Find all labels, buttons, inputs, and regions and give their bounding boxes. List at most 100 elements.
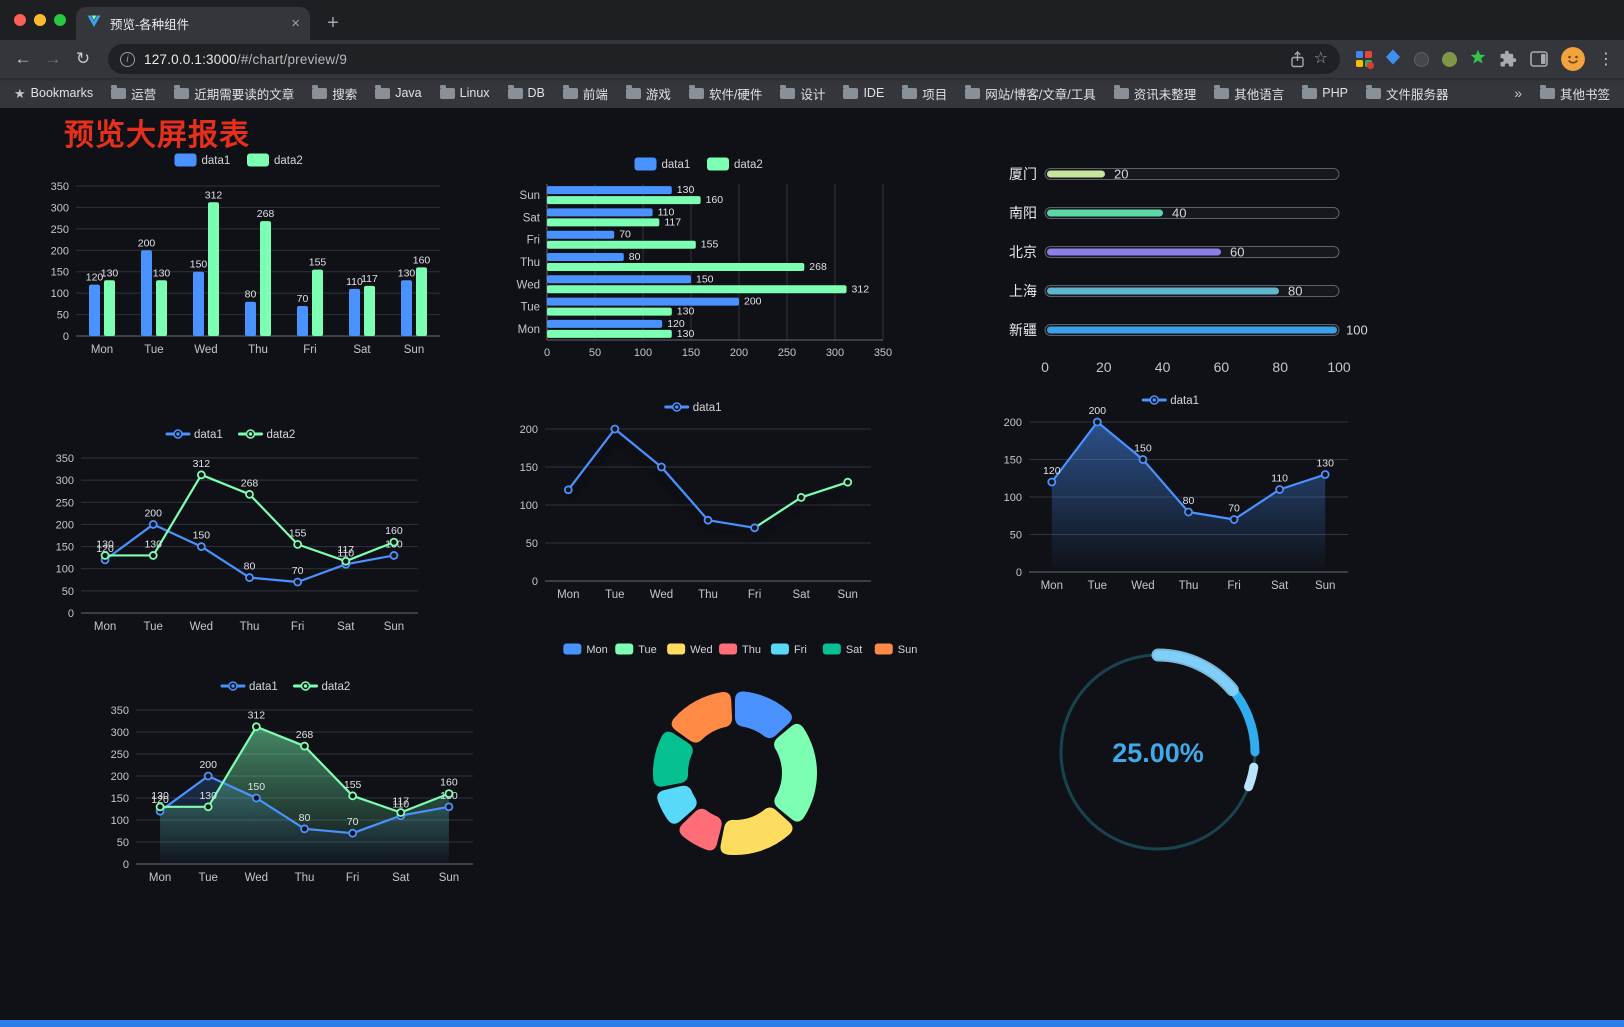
tab-strip: 预览-各种组件 × + — [0, 0, 1624, 40]
svg-text:Mon: Mon — [557, 589, 579, 601]
donut-chart[interactable]: Mon Tue Wed Thu Fri Sat Sun — [545, 635, 935, 875]
bookmark-folder-item[interactable]: 软件/硬件 — [688, 84, 762, 103]
extension-olive-circle-icon[interactable] — [1442, 51, 1457, 67]
new-tab-button[interactable]: + — [327, 11, 339, 34]
bookmark-label: PHP — [1322, 86, 1348, 100]
svg-text:150: 150 — [111, 793, 129, 805]
svg-text:Fri: Fri — [794, 644, 807, 656]
svg-text:60: 60 — [1214, 359, 1230, 375]
extension-drop-icon[interactable] — [1385, 49, 1401, 70]
extensions-area: ⋮ — [1350, 47, 1616, 71]
bookmark-folder-item[interactable]: 项目 — [902, 84, 947, 103]
svg-text:Tue: Tue — [144, 344, 163, 356]
svg-text:70: 70 — [297, 293, 309, 305]
forward-button[interactable]: → — [44, 49, 62, 68]
area-line-chart[interactable]: 0 50 100 150 200 Mon Tue Wed Thu Fri Sat Sun 120 200 1… — [985, 388, 1360, 600]
folder-icon — [625, 84, 641, 99]
bookmark-folder-item[interactable]: 前端 — [562, 84, 608, 103]
other-bookmarks-folder[interactable]: 其他书签 — [1539, 84, 1610, 103]
site-info-icon[interactable]: i — [120, 51, 135, 67]
macos-minimize-button[interactable] — [34, 14, 46, 26]
profile-avatar[interactable] — [1561, 47, 1585, 71]
area-line-chart-two-series[interactable]: 0 50 100 150 200 250 300 350 Mon Tue Wed Thu Fri Sat S… — [90, 672, 485, 894]
svg-text:100: 100 — [51, 288, 69, 300]
svg-text:100: 100 — [111, 815, 129, 827]
extensions-puzzle-icon[interactable] — [1499, 50, 1517, 68]
bookmark-folder-item[interactable]: 其他语言 — [1214, 84, 1284, 103]
line-chart-visualmap[interactable]: 0 50 100 150 200 Mon Tue Wed Thu Fri Sat Sun data1 — [505, 393, 885, 611]
bookmark-folder-item[interactable]: DB — [507, 84, 545, 100]
side-panel-icon[interactable] — [1530, 51, 1548, 67]
bookmark-folder-item[interactable]: 搜索 — [312, 84, 357, 103]
bookmark-folder-item[interactable]: 网站/博客/文章/工具 — [965, 84, 1096, 103]
bookmark-folder-item[interactable]: 运营 — [111, 84, 156, 103]
svg-text:80: 80 — [244, 561, 256, 573]
bookmark-label: Linux — [459, 86, 490, 100]
bookmark-folder-item[interactable]: IDE — [843, 84, 885, 100]
extension-dark-circle-icon[interactable] — [1414, 51, 1429, 67]
bookmark-folder-item[interactable]: 近期需要读的文章 — [174, 84, 294, 103]
url-path: /#/chart/preview/9 — [236, 51, 348, 67]
svg-text:Thu: Thu — [295, 872, 315, 884]
svg-text:150: 150 — [696, 273, 714, 285]
macos-zoom-button[interactable] — [54, 14, 66, 26]
back-button[interactable]: ← — [14, 49, 32, 68]
progress-ring-chart[interactable]: 25.00% — [1040, 640, 1280, 875]
svg-text:155: 155 — [344, 779, 362, 791]
page-content: 预览大屏报表 0 50 100 150 200 250 300 350 Mon 120 130 Tue… — [0, 108, 1624, 1027]
bookmark-label: 近期需要读的文章 — [194, 87, 295, 102]
svg-text:Sat: Sat — [523, 212, 541, 224]
tab-close-icon[interactable]: × — [291, 15, 300, 32]
svg-text:300: 300 — [51, 202, 69, 214]
bookmark-folder-item[interactable]: 资讯未整理 — [1113, 84, 1196, 103]
bookmark-label: 文件服务器 — [1385, 87, 1449, 102]
svg-text:100: 100 — [56, 564, 74, 576]
svg-text:Fri: Fri — [527, 235, 540, 247]
line-chart-two-series[interactable]: 0 50 100 150 200 250 300 350 Mon Tue Wed Thu Fri Sat S… — [35, 420, 430, 645]
address-bar[interactable]: i 127.0.0.1:3000/#/chart/preview/9 ☆ — [108, 44, 1340, 74]
other-bookmarks-label: 其他书签 — [1559, 87, 1610, 102]
extension-grid-icon[interactable] — [1356, 51, 1374, 69]
svg-text:Mon: Mon — [149, 872, 171, 884]
svg-text:50: 50 — [62, 586, 74, 598]
svg-text:Mon: Mon — [94, 621, 116, 633]
svg-text:100: 100 — [520, 500, 538, 512]
svg-text:150: 150 — [190, 259, 208, 271]
macos-close-button[interactable] — [14, 14, 26, 26]
svg-text:110: 110 — [392, 799, 409, 811]
svg-text:160: 160 — [706, 194, 724, 206]
folder-icon — [780, 84, 796, 99]
menu-icon[interactable]: ⋮ — [1598, 51, 1614, 68]
reload-button[interactable]: ↻ — [75, 49, 91, 68]
bookmark-folder-item[interactable]: 文件服务器 — [1365, 84, 1449, 103]
share-icon[interactable] — [1290, 50, 1305, 68]
svg-text:Wed: Wed — [690, 644, 712, 656]
browser-toolbar: ← → ↻ i 127.0.0.1:3000/#/chart/preview/9… — [0, 40, 1624, 78]
bookmark-folder-item[interactable]: 设计 — [780, 84, 825, 103]
bookmarks-manager-item[interactable]: ★ Bookmarks — [14, 86, 93, 100]
horizontal-bar-chart[interactable]: 0 50 100 150 200 250 300 350 Sun 130 160 Sat 110 117 F… — [505, 150, 895, 368]
bookmark-folder-item[interactable]: Java — [375, 84, 422, 100]
bookmarks-label: Bookmarks — [30, 86, 94, 100]
svg-text:Fri: Fri — [303, 344, 316, 356]
extension-green-star-icon[interactable] — [1470, 49, 1486, 70]
capsule-progress-chart[interactable]: 厦门 20 南阳 40 北京 60 上海 80 新疆 100 0 20 40 60 80 100 — [985, 150, 1375, 390]
bookmark-folder-item[interactable]: PHP — [1302, 84, 1348, 100]
svg-text:268: 268 — [809, 261, 827, 273]
bookmarks-overflow-chevron[interactable]: » — [1514, 85, 1522, 101]
extension-badge — [1367, 62, 1374, 69]
bookmark-label: IDE — [863, 86, 885, 100]
bookmark-label: 运营 — [131, 87, 157, 102]
svg-text:300: 300 — [111, 727, 129, 739]
svg-text:100: 100 — [1346, 323, 1368, 338]
browser-tab[interactable]: 预览-各种组件 × — [76, 7, 310, 40]
svg-text:厦门: 厦门 — [1009, 166, 1037, 182]
bookmark-folder-item[interactable]: Linux — [439, 84, 490, 100]
svg-text:Wed: Wed — [1131, 580, 1154, 592]
grouped-bar-chart[interactable]: 0 50 100 150 200 250 300 350 Mon 120 130 Tue 200 130 W… — [30, 146, 450, 366]
bookmark-folder-item[interactable]: 游戏 — [625, 84, 671, 103]
svg-text:Sat: Sat — [846, 644, 863, 656]
bookmark-star-icon[interactable]: ☆ — [1313, 50, 1328, 67]
svg-text:300: 300 — [56, 475, 74, 487]
svg-text:新疆: 新疆 — [1009, 322, 1037, 338]
